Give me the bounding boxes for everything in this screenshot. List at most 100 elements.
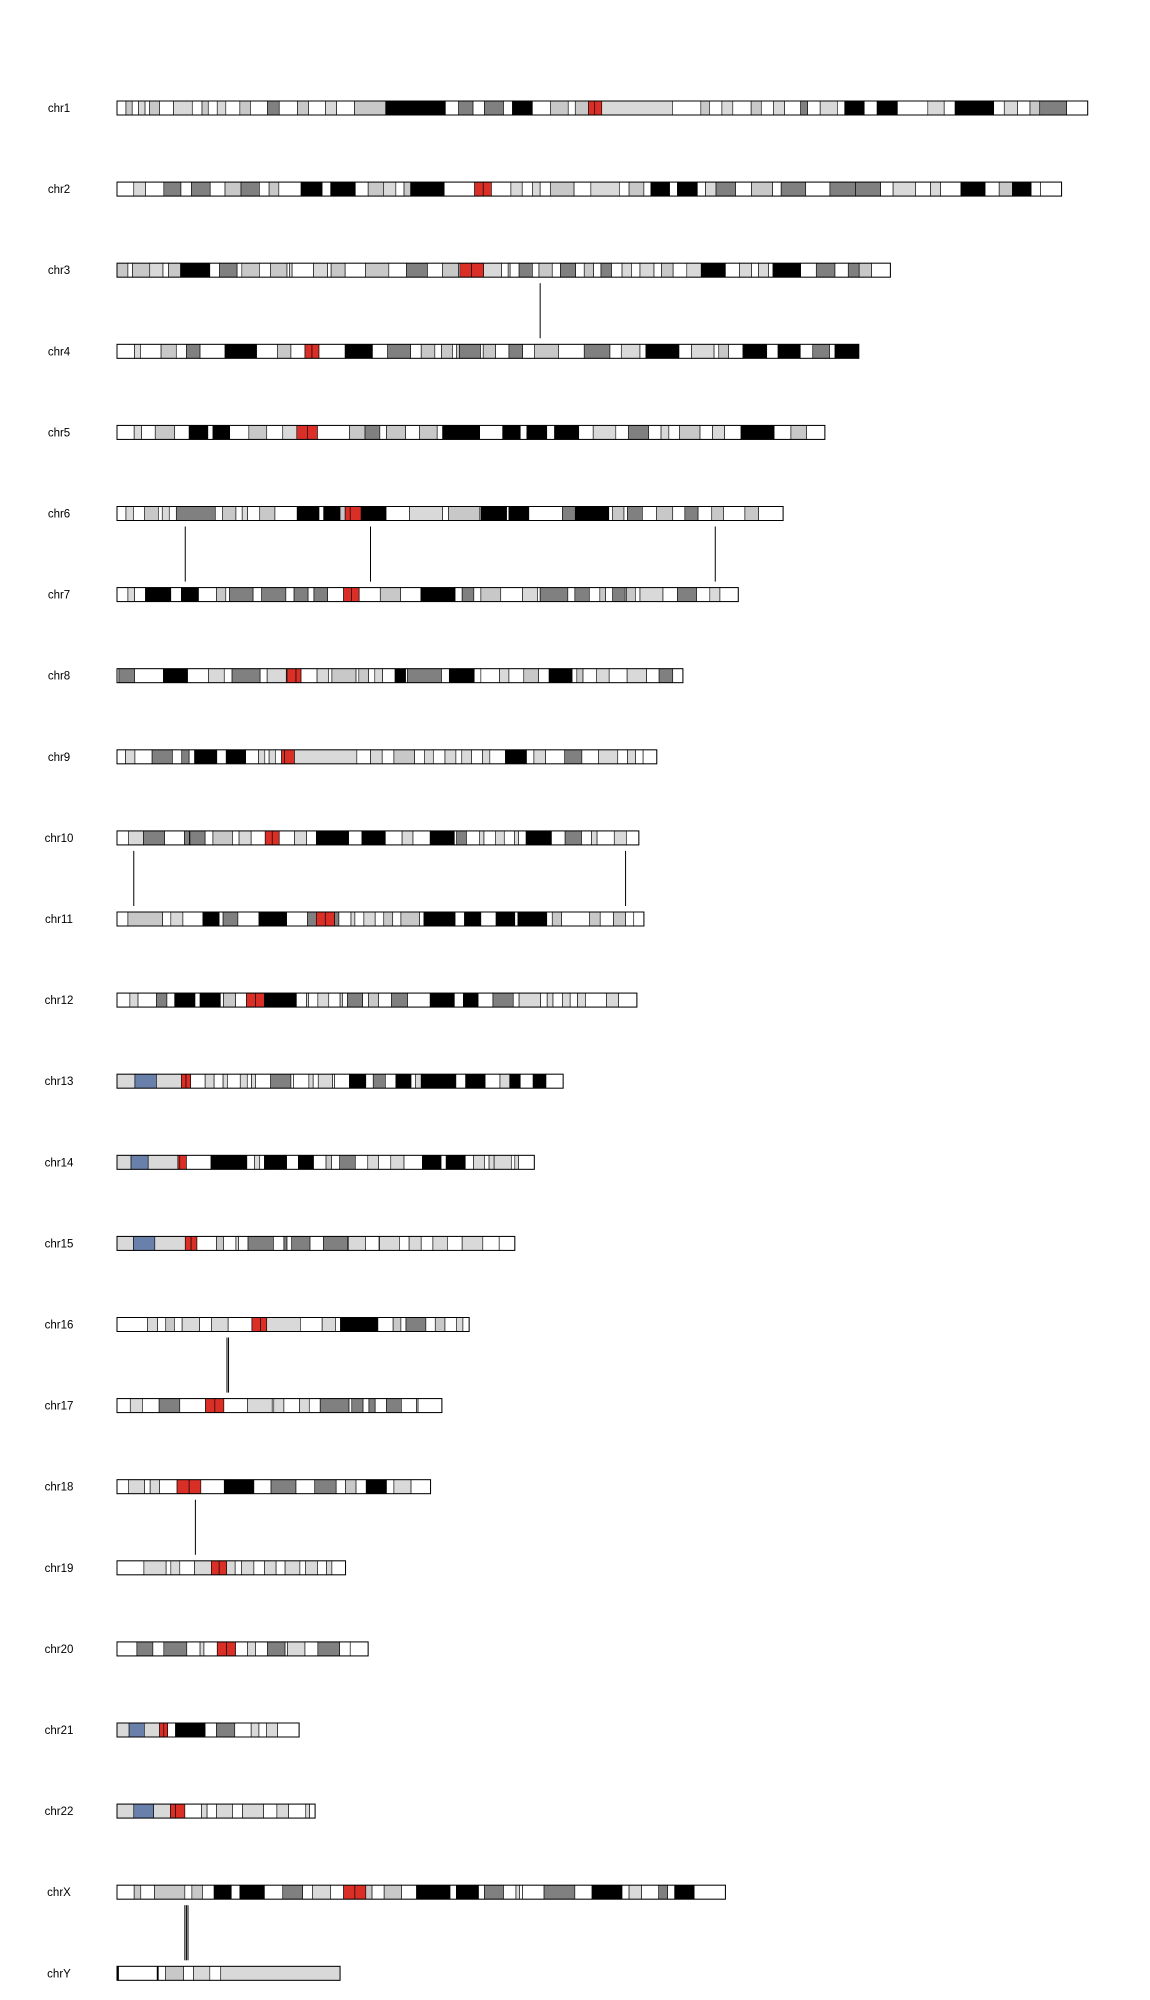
band-gpos25 bbox=[170, 1560, 181, 1576]
band-gpos25 bbox=[144, 1722, 160, 1738]
band-gneg bbox=[615, 425, 629, 440]
band-gneg bbox=[263, 1803, 278, 1819]
band-gpos25 bbox=[250, 1722, 260, 1738]
band-gpos50 bbox=[367, 181, 384, 197]
band-gpos100 bbox=[194, 749, 218, 765]
band-gneg bbox=[377, 1317, 394, 1332]
band-gneg bbox=[420, 1236, 434, 1251]
band-gneg bbox=[313, 1155, 327, 1170]
band-gneg bbox=[286, 262, 290, 278]
band-gneg bbox=[678, 343, 692, 359]
band-gneg bbox=[503, 100, 513, 116]
band-gpos100 bbox=[442, 425, 480, 440]
band-gpos100 bbox=[834, 343, 860, 359]
band-gpos25 bbox=[514, 1155, 519, 1170]
chromosome-chr19: chr19 bbox=[45, 1560, 347, 1576]
band-gneg bbox=[175, 343, 187, 359]
band-gneg bbox=[255, 1641, 268, 1657]
band-gpos25 bbox=[220, 1966, 341, 1981]
band-gpos75 bbox=[323, 1236, 348, 1251]
band-gneg bbox=[131, 100, 139, 116]
band-gpos25 bbox=[383, 181, 397, 197]
band-gneg bbox=[225, 100, 241, 116]
band-gneg bbox=[348, 830, 363, 846]
band-gneg bbox=[626, 830, 640, 846]
band-gneg bbox=[388, 262, 407, 278]
band-gneg bbox=[286, 911, 308, 927]
band-gpos75 bbox=[800, 100, 808, 116]
band-gpos50 bbox=[270, 262, 288, 278]
band-gpos50 bbox=[442, 262, 459, 278]
band-gpos25 bbox=[170, 911, 184, 927]
band-gpos25 bbox=[370, 749, 383, 765]
band-gpos25 bbox=[596, 668, 610, 684]
chromosome-outline bbox=[116, 181, 1063, 197]
band-gneg bbox=[235, 992, 247, 1008]
band-gpos75 bbox=[829, 181, 856, 197]
band-gpos25 bbox=[493, 1155, 512, 1170]
band-gpos75 bbox=[539, 587, 569, 602]
band-gpos50 bbox=[154, 1884, 186, 1900]
band-gneg bbox=[116, 992, 131, 1008]
band-gpos75 bbox=[181, 749, 190, 765]
band-gneg bbox=[443, 181, 475, 197]
band-gpos25 bbox=[660, 425, 670, 440]
band-gpos75 bbox=[186, 343, 201, 359]
band-gpos100 bbox=[650, 181, 670, 197]
band-gpos75 bbox=[484, 100, 504, 116]
band-gneg bbox=[482, 1236, 500, 1251]
band-gneg bbox=[578, 425, 594, 440]
band-acen bbox=[170, 1803, 176, 1819]
band-gpos100 bbox=[591, 1884, 623, 1900]
band-gpos50 bbox=[583, 262, 594, 278]
band-gneg bbox=[158, 1966, 166, 1981]
band-gpos75 bbox=[231, 668, 261, 684]
band-gneg bbox=[317, 1560, 327, 1576]
band-gneg bbox=[621, 1884, 630, 1900]
band-gneg bbox=[837, 100, 846, 116]
band-acen bbox=[304, 343, 313, 359]
band-gneg bbox=[140, 343, 162, 359]
band-gpos50 bbox=[392, 1317, 402, 1332]
band-gneg bbox=[512, 992, 520, 1008]
band-gpos75 bbox=[261, 587, 287, 602]
band-gpos25 bbox=[482, 749, 491, 765]
band-gneg bbox=[503, 830, 515, 846]
band-acen bbox=[307, 425, 318, 440]
band-gneg bbox=[202, 1884, 215, 1900]
band-gpos75 bbox=[458, 100, 474, 116]
band-gneg bbox=[631, 262, 641, 278]
band-gpos25 bbox=[390, 1155, 405, 1170]
band-gpos25 bbox=[235, 1236, 239, 1251]
band-gneg bbox=[449, 1884, 457, 1900]
band-gneg bbox=[1066, 100, 1089, 116]
band-gneg bbox=[693, 1884, 726, 1900]
band-gneg bbox=[116, 587, 129, 602]
band-gneg bbox=[232, 830, 240, 846]
band-gneg bbox=[378, 1155, 392, 1170]
chromosome-chr21: chr21 bbox=[45, 1722, 300, 1738]
band-gpos25 bbox=[226, 1560, 236, 1576]
band-gpos75 bbox=[855, 181, 881, 197]
band-gneg bbox=[672, 262, 688, 278]
chromosome-outline bbox=[116, 1965, 341, 1981]
band-gpos100 bbox=[960, 181, 986, 197]
band-gneg bbox=[401, 1884, 417, 1900]
chromosome-label: chr1 bbox=[48, 103, 70, 115]
band-gneg bbox=[198, 587, 217, 602]
band-gneg bbox=[643, 181, 652, 197]
band-acen bbox=[482, 181, 492, 197]
band-gpos50 bbox=[191, 1884, 203, 1900]
band-gpos50 bbox=[383, 1884, 402, 1900]
band-gpos100 bbox=[495, 911, 516, 927]
band-gpos25 bbox=[204, 1073, 215, 1089]
band-gneg bbox=[134, 749, 153, 765]
band-gneg bbox=[495, 343, 510, 359]
band-gneg bbox=[509, 262, 520, 278]
band-gneg bbox=[116, 1641, 138, 1657]
band-gpos100 bbox=[1012, 181, 1032, 197]
band-gpos25 bbox=[930, 181, 941, 197]
band-gpos50 bbox=[297, 100, 309, 116]
band-gneg bbox=[358, 587, 381, 602]
band-gpos25 bbox=[299, 1398, 310, 1413]
